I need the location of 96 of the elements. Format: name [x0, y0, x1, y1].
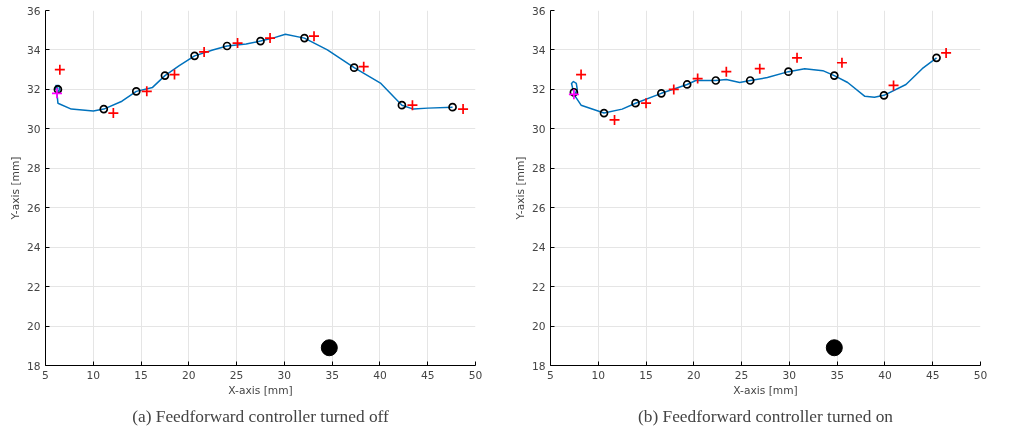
- x-tick-label: 50: [973, 368, 988, 382]
- x-tick-label: 15: [134, 368, 148, 382]
- point: [656, 88, 666, 98]
- point: [829, 71, 839, 80]
- point: [691, 72, 704, 85]
- point: [168, 68, 181, 81]
- point: [825, 339, 843, 357]
- point: [53, 85, 63, 94]
- x-tick-label: 20: [687, 368, 701, 382]
- line-series: [54, 33, 454, 112]
- point: [784, 67, 793, 76]
- x-tick-label: 50: [468, 368, 483, 382]
- y-tick-label: 26: [26, 201, 41, 215]
- x-tick-label: 30: [782, 368, 797, 382]
- x-axis-title: X-axis [mm]: [228, 383, 293, 397]
- point: [131, 87, 141, 96]
- point: [599, 108, 609, 118]
- point: [608, 114, 621, 126]
- y-tick-label: 32: [26, 83, 41, 97]
- x-tick-label: 5: [42, 368, 49, 382]
- point: [264, 32, 276, 44]
- x-tick-label: 5: [547, 368, 554, 382]
- point: [631, 98, 640, 108]
- x-tick-label: 15: [639, 368, 653, 382]
- point: [711, 76, 721, 85]
- y-tick-label: 36: [531, 4, 546, 18]
- y-axis-title: Y-axis [mm]: [513, 156, 527, 221]
- point: [745, 76, 755, 85]
- point: [140, 85, 153, 98]
- y-tick-label: 22: [531, 280, 546, 294]
- point: [308, 30, 320, 42]
- y-tick-label: 18: [26, 359, 41, 373]
- y-tick-label: 22: [26, 280, 41, 294]
- y-tick-label: 32: [531, 83, 546, 97]
- x-tick-label: 25: [734, 368, 749, 382]
- x-tick-label: 45: [925, 368, 940, 382]
- point: [940, 47, 952, 59]
- point: [932, 53, 941, 63]
- point: [753, 62, 766, 75]
- x-tick-label: 30: [277, 368, 292, 382]
- point: [160, 71, 170, 80]
- point: [397, 100, 407, 110]
- point: [568, 88, 580, 101]
- y-tick-label: 34: [26, 43, 41, 57]
- point: [448, 102, 457, 112]
- y-tick-label: 28: [26, 162, 41, 176]
- x-tick-label: 35: [325, 368, 339, 382]
- y-tick-label: 24: [26, 241, 41, 255]
- point: [51, 87, 63, 100]
- x-axis-title: X-axis [mm]: [733, 383, 798, 397]
- y-tick-label: 34: [531, 43, 546, 57]
- x-tick-label: 25: [229, 368, 244, 382]
- x-tick-label: 40: [878, 368, 892, 382]
- y-tick-label: 26: [531, 201, 546, 215]
- point: [300, 33, 309, 43]
- y-tick-label: 36: [26, 4, 41, 18]
- y-tick-label: 30: [531, 122, 546, 136]
- x-tick-label: 45: [420, 368, 435, 382]
- y-tick-label: 20: [26, 320, 41, 334]
- point: [667, 83, 680, 96]
- text: (a) Feedforward controller turned off: [132, 406, 390, 426]
- point: [256, 36, 265, 46]
- point: [575, 68, 587, 81]
- y-tick-label: 18: [531, 359, 546, 373]
- point: [320, 339, 338, 357]
- point: [190, 51, 199, 61]
- point: [640, 97, 652, 110]
- point: [791, 51, 803, 64]
- point: [720, 65, 733, 78]
- point: [107, 107, 120, 119]
- x-tick-label: 10: [591, 368, 606, 382]
- point: [836, 56, 848, 69]
- line-series: [570, 57, 938, 114]
- y-tick-label: 24: [531, 241, 546, 255]
- x-tick-label: 35: [830, 368, 844, 382]
- y-tick-label: 30: [26, 122, 41, 136]
- point: [887, 79, 900, 92]
- y-tick-label: 20: [531, 320, 546, 334]
- x-tick-label: 20: [182, 368, 196, 382]
- point: [357, 60, 370, 73]
- point: [222, 41, 232, 51]
- point: [349, 63, 359, 73]
- point: [53, 63, 66, 76]
- x-tick-label: 10: [86, 368, 101, 382]
- point: [879, 90, 889, 100]
- point: [457, 103, 469, 115]
- y-tick-label: 28: [531, 162, 546, 176]
- x-tick-label: 40: [373, 368, 387, 382]
- point: [231, 37, 244, 49]
- y-axis-title: Y-axis [mm]: [8, 156, 22, 221]
- point: [682, 80, 692, 89]
- point: [406, 99, 419, 112]
- point: [99, 104, 109, 114]
- point: [198, 46, 210, 58]
- point: [569, 88, 579, 97]
- text: (b) Feedforward controller turned on: [637, 406, 894, 426]
